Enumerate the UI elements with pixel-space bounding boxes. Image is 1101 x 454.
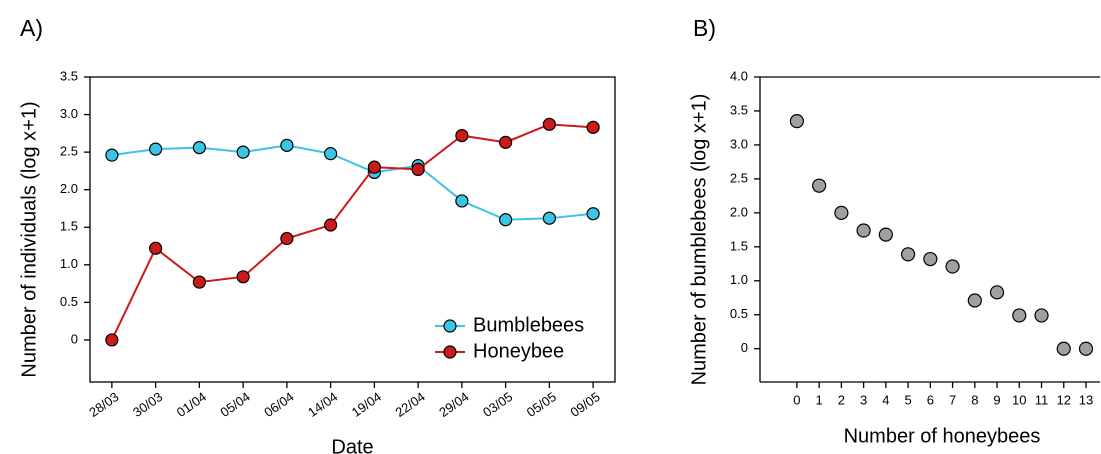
y-tick-label: 0.5	[730, 306, 748, 321]
y-tick-label: 1.0	[730, 272, 748, 287]
point	[923, 251, 938, 267]
point	[149, 241, 163, 255]
point	[149, 142, 163, 156]
x-tick-label: 19/04	[349, 389, 384, 420]
point	[324, 147, 338, 161]
point	[192, 141, 206, 155]
x-tick-label: 03/05	[480, 389, 515, 420]
point	[945, 259, 960, 274]
y-tick-label: 1.5	[730, 238, 748, 253]
point	[586, 120, 600, 134]
x-tick-label: 8	[971, 392, 978, 407]
x-tick-label: 13	[1079, 392, 1093, 407]
legend-label: Honeybee	[473, 340, 564, 362]
point	[236, 145, 250, 159]
point	[834, 205, 849, 220]
point	[1078, 341, 1094, 356]
y-tick-label: 3.5	[730, 102, 748, 117]
x-tick-label: 4	[882, 392, 889, 407]
point	[989, 285, 1005, 300]
y-tick-label: 0	[71, 331, 78, 346]
point	[499, 135, 513, 149]
point	[812, 178, 827, 193]
x-tick-label: 10	[1012, 392, 1026, 407]
x-tick-label: 6	[927, 392, 934, 407]
x-tick-label: 05/04	[218, 389, 253, 420]
plot-frame	[89, 76, 616, 383]
x-tick-label: 1	[816, 392, 823, 407]
y-tick-label: 2.5	[60, 144, 78, 159]
point	[105, 333, 119, 347]
legend-marker	[443, 345, 457, 359]
point	[499, 213, 513, 227]
point	[105, 148, 119, 162]
x-tick-label: 2	[838, 392, 845, 407]
point	[324, 218, 338, 232]
x-tick-label: 7	[949, 392, 956, 407]
x-tick-label: 01/04	[174, 389, 209, 420]
x-tick-label: 05/05	[524, 389, 559, 420]
x-tick-label: 3	[860, 392, 867, 407]
y-tick-label: 2.5	[730, 170, 748, 185]
y-tick-label: 1.0	[60, 256, 78, 271]
point	[542, 117, 556, 131]
point	[856, 223, 871, 238]
x-tick-label: 28/03	[86, 389, 121, 420]
x-tick-label: 14/04	[305, 389, 340, 420]
point	[878, 227, 893, 242]
x-tick-label: 06/04	[261, 389, 296, 420]
legend-label: Bumblebees	[473, 314, 584, 336]
point	[455, 194, 469, 208]
y-tick-label: 3.0	[60, 106, 78, 121]
x-tick-label: 09/05	[568, 389, 603, 420]
x-axis-title: Date	[331, 436, 373, 454]
y-tick-label: 4.0	[730, 68, 748, 83]
point	[586, 207, 600, 221]
y-tick-label: 3.5	[60, 68, 78, 83]
x-axis-title: Number of honeybees	[844, 425, 1041, 447]
point	[542, 211, 556, 225]
point	[367, 160, 381, 174]
panel-label: A)	[20, 15, 43, 41]
series-line	[111, 144, 594, 221]
y-tick-label: 2.0	[730, 204, 748, 219]
x-tick-label: 29/04	[436, 389, 471, 420]
x-tick-label: 30/03	[130, 389, 165, 420]
point	[900, 247, 916, 262]
series-line	[110, 123, 594, 341]
y-tick-label: 3.0	[730, 136, 748, 151]
point	[192, 275, 206, 289]
legend-marker	[443, 319, 457, 333]
point	[455, 128, 469, 143]
point	[1012, 308, 1027, 323]
x-tick-label: 5	[904, 392, 911, 407]
point	[789, 114, 805, 129]
panel-label: B)	[693, 15, 716, 41]
y-tick-label: 1.5	[60, 219, 78, 234]
y-tick-label: 0.5	[60, 294, 78, 309]
x-tick-label: 9	[993, 392, 1000, 407]
point	[280, 231, 294, 246]
x-tick-label: 12	[1057, 392, 1071, 407]
y-tick-label: 0	[741, 340, 748, 355]
y-axis-title: Number of individuals (log x+1)	[18, 101, 40, 377]
y-axis-title: Number of bumblebees (log x+1)	[688, 94, 710, 386]
point	[236, 270, 250, 284]
point	[967, 293, 982, 308]
x-tick-label: 22/04	[393, 389, 428, 420]
x-tick-label: 0	[793, 392, 800, 407]
y-tick-label: 2.0	[60, 181, 78, 196]
point	[411, 162, 425, 177]
point	[1034, 308, 1049, 323]
point	[1056, 341, 1071, 356]
point	[280, 138, 294, 152]
x-tick-label: 11	[1035, 392, 1049, 407]
